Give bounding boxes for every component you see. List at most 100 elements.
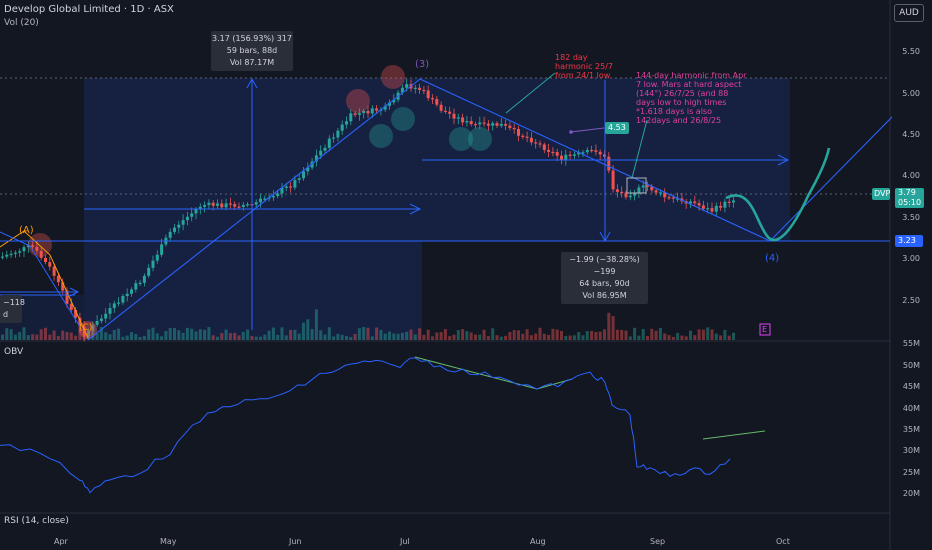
volume-bar — [400, 332, 404, 340]
volume-bar — [241, 331, 245, 340]
candle-body — [568, 154, 572, 156]
candle-body — [701, 205, 705, 209]
candle-body — [61, 282, 65, 291]
candle-body — [48, 262, 52, 267]
volume-bar — [551, 328, 555, 340]
candle-body — [392, 99, 396, 103]
volume-bar — [164, 330, 168, 340]
volume-bar — [65, 332, 69, 340]
volume-bar — [628, 336, 632, 340]
volume-bar — [568, 335, 572, 340]
candle-body — [125, 293, 129, 297]
candle-body — [22, 247, 26, 252]
candle-body — [646, 185, 649, 187]
red-note-pointer — [505, 72, 556, 114]
volume-bar — [680, 335, 684, 340]
volume-bar — [151, 327, 155, 340]
candle-body — [370, 108, 374, 114]
candle-body — [52, 266, 56, 276]
event-marker-label[interactable]: E — [762, 325, 768, 334]
candle-body — [413, 87, 417, 89]
obv-line — [0, 357, 731, 494]
candle-body — [353, 113, 357, 115]
volume-bar — [327, 327, 331, 340]
candle-body — [534, 142, 538, 144]
volume-bar — [684, 336, 688, 340]
volume-bar — [1, 334, 4, 340]
rsi-pane-title[interactable]: RSI (14, close) — [4, 516, 69, 526]
volume-bar — [534, 333, 538, 340]
candle-body — [564, 154, 568, 160]
obv-pane-title[interactable]: OBV — [4, 347, 24, 357]
candle-body — [181, 220, 185, 225]
volume-bar — [366, 327, 370, 340]
candle-body — [478, 122, 482, 125]
volume-bar — [603, 329, 606, 340]
volume-indicator-label[interactable]: Vol (20) — [4, 18, 39, 28]
time-tick: Apr — [54, 537, 68, 546]
obv-trend-1 — [414, 356, 538, 390]
candle-body — [628, 195, 632, 198]
volume-bar — [667, 335, 671, 340]
ticker-badge: DVP — [872, 188, 891, 200]
volume-bar — [121, 336, 125, 340]
volume-bar — [26, 335, 30, 340]
candle-body — [486, 123, 490, 126]
volume-bar — [435, 332, 439, 340]
volume-bar — [615, 329, 619, 340]
pink-note-pointer — [631, 119, 648, 179]
volume-bar — [56, 336, 60, 340]
volume-bar — [525, 329, 529, 340]
candle-body — [714, 205, 718, 212]
volume-bar — [727, 335, 731, 340]
candle-body — [443, 110, 447, 112]
volume-bar — [461, 329, 465, 340]
time-tick: Jul — [400, 537, 410, 546]
volume-bar — [104, 332, 108, 340]
cycle-circle — [346, 89, 370, 113]
volume-bar — [469, 332, 473, 340]
candle-body — [95, 320, 99, 325]
volume-bar — [117, 328, 121, 340]
candle-body — [211, 202, 215, 206]
candle-body — [108, 308, 112, 314]
candle-body — [697, 203, 701, 206]
volume-bar — [426, 329, 430, 340]
volume-bar — [134, 334, 138, 340]
measure-up-bars: 59 bars, 88d — [226, 46, 278, 55]
volume-bar — [336, 333, 340, 340]
currency-button[interactable]: AUD — [894, 4, 924, 22]
candle-body — [349, 113, 353, 122]
candle-body — [719, 205, 723, 208]
symbol-title[interactable]: Develop Global Limited · 1D · ASX — [4, 4, 174, 15]
volume-bar — [538, 327, 542, 340]
candle-body — [676, 198, 680, 200]
volume-bar — [323, 334, 327, 340]
candlesticks — [1, 78, 735, 342]
volume-bar — [521, 333, 525, 340]
price-tick: 4.50 — [902, 130, 920, 139]
point-label-line — [570, 127, 605, 133]
volume-bar — [512, 330, 516, 340]
volume-bar — [413, 334, 417, 340]
volume-bar — [491, 328, 495, 340]
candle-body — [302, 171, 305, 179]
volume-bar — [349, 336, 353, 340]
volume-bar — [181, 332, 185, 340]
candle-body — [228, 203, 232, 205]
volume-bar — [598, 331, 602, 340]
candle-body — [190, 213, 194, 217]
candle-body — [56, 275, 60, 283]
volume-bar — [142, 335, 146, 340]
volume-bar — [396, 333, 400, 340]
volume-bar — [585, 331, 589, 340]
candle-body — [99, 318, 103, 321]
candle-body — [706, 208, 710, 210]
candle-body — [689, 201, 692, 204]
volume-bar — [379, 329, 383, 340]
candle-body — [400, 87, 404, 93]
candle-body — [203, 205, 207, 207]
candle-body — [216, 203, 219, 206]
volume-bar — [13, 334, 17, 340]
